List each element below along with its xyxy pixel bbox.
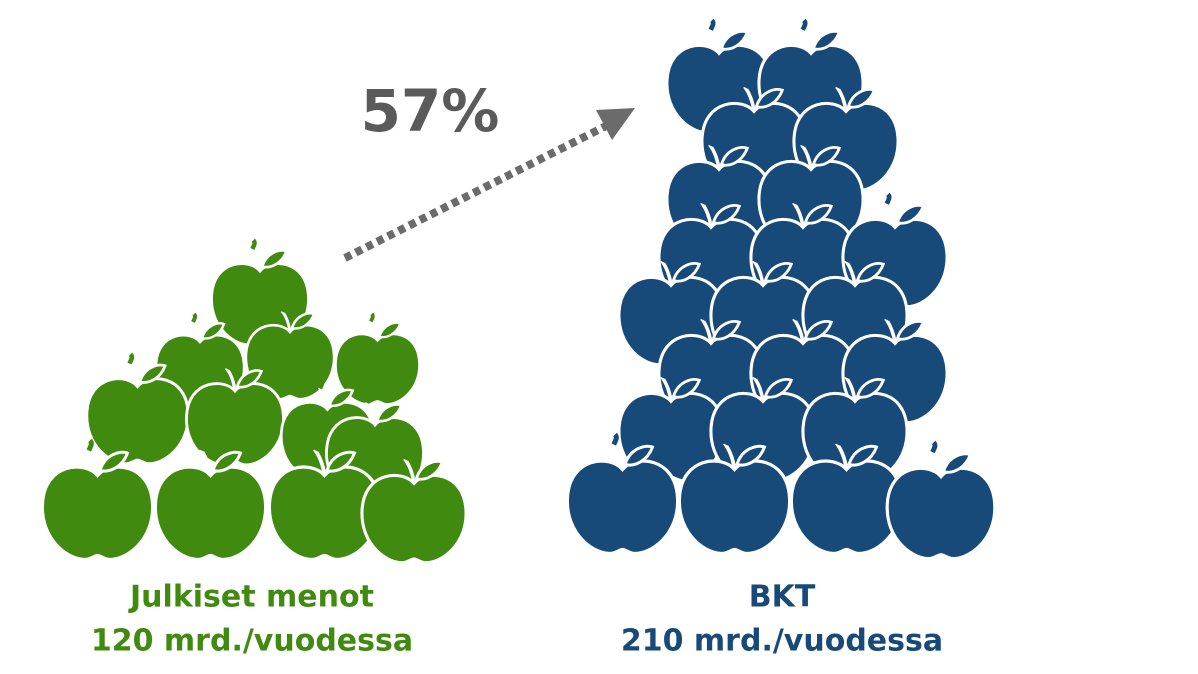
percent: 57% <box>361 77 500 145</box>
arrow-head <box>596 108 635 140</box>
apple <box>887 442 995 558</box>
left-title: Julkiset menot <box>128 580 374 615</box>
right-title: BKT <box>749 580 816 615</box>
right-amount: 210 mrd./vuodessa <box>621 624 943 659</box>
left-amount: 120 mrd./vuodessa <box>91 624 413 659</box>
blue-apples <box>567 20 994 558</box>
arrow-line <box>343 121 610 262</box>
green-apples <box>42 240 466 562</box>
